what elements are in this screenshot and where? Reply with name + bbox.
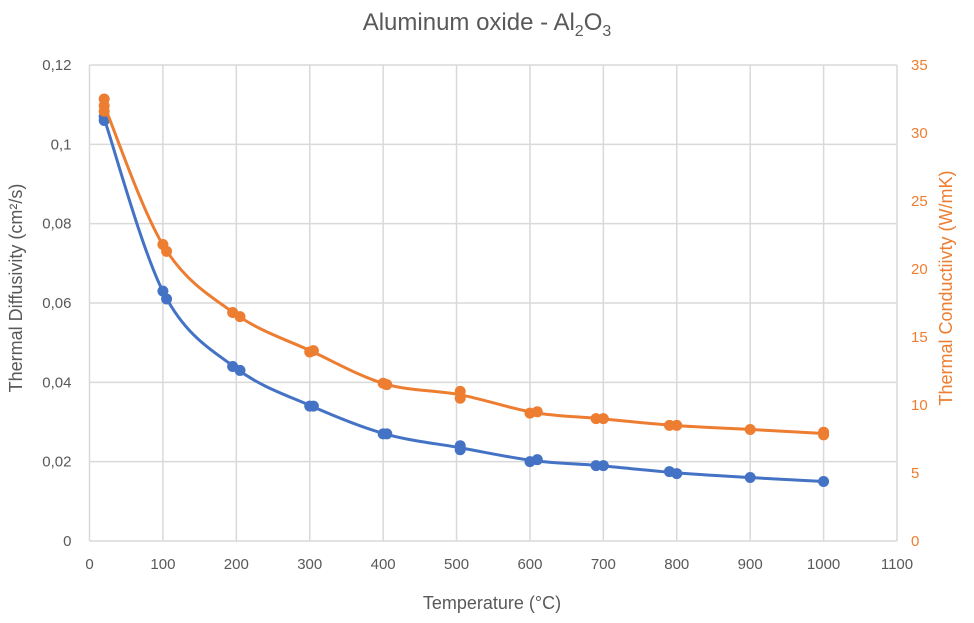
data-point-conductivity (597, 413, 609, 425)
x-tick-label: 0 (85, 556, 93, 573)
x-tick-label: 200 (224, 556, 249, 573)
x-tick-label: 900 (738, 556, 763, 573)
data-point-diffusivity (671, 468, 683, 480)
x-tick-label: 600 (517, 556, 542, 573)
y2-tick-label: 10 (911, 397, 928, 414)
x-tick-label: 1000 (807, 556, 840, 573)
data-point-diffusivity (381, 428, 393, 440)
x-tick-label: 100 (150, 556, 175, 573)
x-axis-ticks: 0 100 200 300 400 500 600 700 800 900 1000 1100 (85, 556, 913, 573)
series (98, 93, 830, 487)
data-point-conductivity (531, 406, 543, 418)
y2-tick-label: 35 (911, 57, 928, 74)
data-point-diffusivity (307, 400, 319, 412)
data-point-conductivity (744, 423, 756, 435)
y-tick-label: 0,08 (42, 216, 71, 233)
y2-tick-label: 15 (911, 329, 928, 346)
y2-tick-label: 20 (911, 261, 928, 278)
y-tick-label: 0,02 (42, 454, 71, 471)
y-tick-label: 0,06 (42, 295, 71, 312)
y2-tick-label: 5 (911, 465, 919, 482)
x-tick-label: 1100 (881, 556, 913, 573)
data-point-diffusivity (234, 364, 246, 376)
x-tick-label: 800 (664, 556, 689, 573)
data-point-conductivity (98, 105, 110, 117)
y2-tick-label: 25 (911, 193, 928, 210)
data-point-conductivity (671, 419, 683, 431)
data-point-conductivity (381, 379, 393, 391)
data-point-diffusivity (98, 115, 110, 127)
x-tick-label: 300 (297, 556, 322, 573)
y2-axis-label: Thermal Conductiivty (W/mK) (936, 170, 956, 405)
y-tick-label: 0,1 (51, 136, 72, 153)
y-axis-label: Thermal Diffusivity (cm²/s) (6, 184, 26, 393)
series-line-diffusivity (102, 118, 824, 483)
data-point-diffusivity (454, 444, 466, 456)
y-axis-ticks: 0 0,02 0,04 0,06 0,08 0,1 0,12 (42, 57, 71, 550)
data-point-conductivity (161, 245, 173, 257)
data-point-diffusivity (161, 293, 173, 305)
y-tick-label: 0 (63, 533, 71, 550)
x-tick-label: 400 (371, 556, 396, 573)
y-tick-label: 0,04 (42, 374, 71, 391)
data-point-diffusivity (597, 460, 609, 472)
y2-tick-label: 0 (911, 533, 919, 550)
data-point-conductivity (454, 392, 466, 404)
series-line-conductivity (102, 104, 824, 436)
chart-title: Aluminum oxide - Al2O3 (363, 9, 612, 40)
x-axis-label: Temperature (°C) (423, 593, 561, 613)
y-tick-label: 0,12 (42, 57, 71, 74)
x-tick-label: 500 (444, 556, 469, 573)
data-point-conductivity (307, 345, 319, 357)
data-point-diffusivity (531, 454, 543, 466)
x-tick-label: 700 (591, 556, 616, 573)
gridlines (88, 64, 898, 542)
data-point-conductivity (818, 429, 830, 441)
y2-axis-ticks: 0 5 10 15 20 25 30 35 (911, 57, 928, 550)
data-point-diffusivity (818, 476, 830, 487)
data-point-conductivity (234, 311, 246, 323)
y2-tick-label: 30 (911, 125, 928, 142)
data-point-diffusivity (744, 472, 756, 484)
